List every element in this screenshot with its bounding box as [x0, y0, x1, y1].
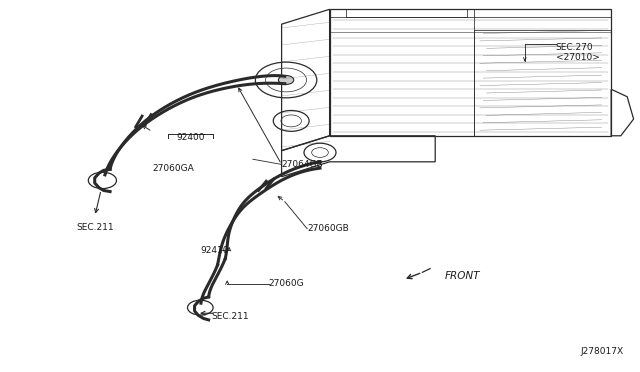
- Text: 27060G: 27060G: [269, 279, 305, 288]
- Text: 92410: 92410: [200, 246, 229, 255]
- Text: 92400: 92400: [177, 133, 205, 142]
- Text: SEC.211: SEC.211: [76, 223, 113, 232]
- Text: SEC.270
<27010>: SEC.270 <27010>: [556, 43, 600, 62]
- Text: FRONT: FRONT: [445, 271, 480, 281]
- Text: J278017X: J278017X: [581, 347, 624, 356]
- Text: 27060GA: 27060GA: [152, 164, 194, 173]
- Text: 27064GB: 27064GB: [282, 160, 323, 169]
- Circle shape: [278, 76, 294, 84]
- Text: 27060GB: 27060GB: [307, 224, 349, 233]
- Text: SEC.211: SEC.211: [212, 312, 249, 321]
